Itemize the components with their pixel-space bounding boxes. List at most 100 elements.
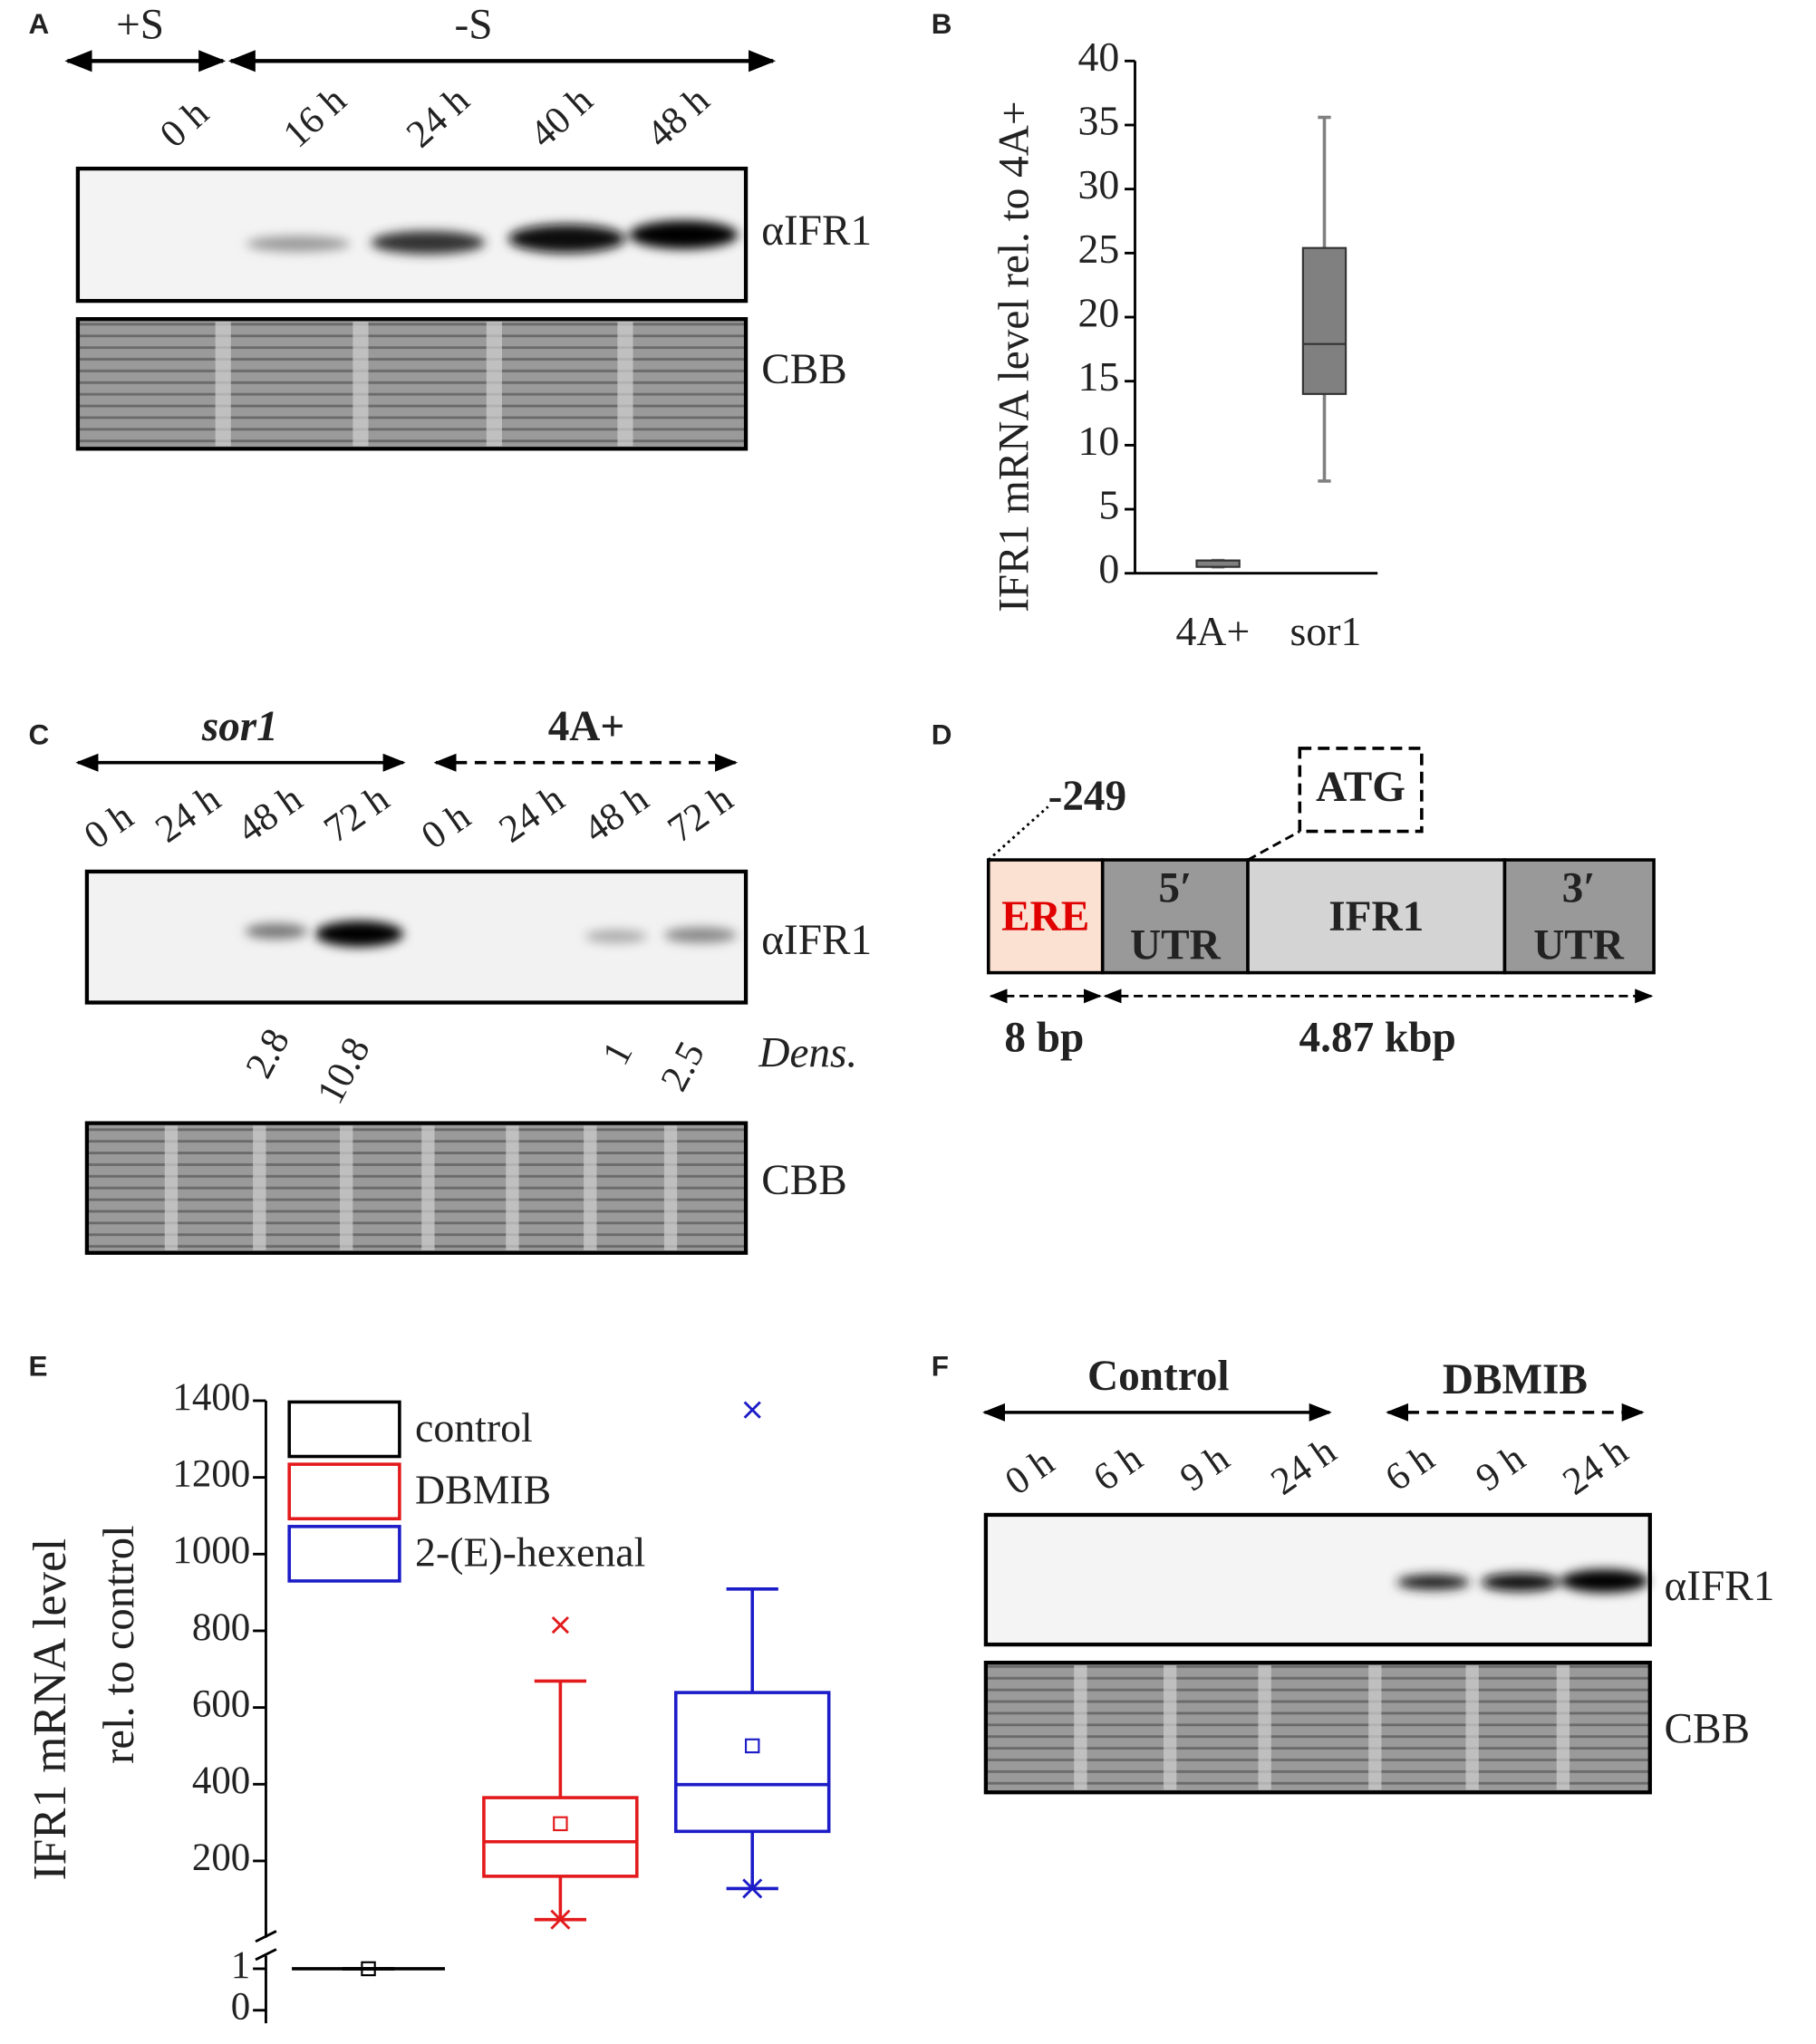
blot-label: CBB <box>761 1157 846 1204</box>
group-label: 4A+ <box>548 703 625 750</box>
panel-letter: E <box>28 1350 47 1383</box>
lane-label: 0 h <box>152 92 217 156</box>
gene-segment <box>986 858 1105 975</box>
mean-marker <box>744 1738 760 1754</box>
gene-segment <box>1502 858 1656 975</box>
atg-box <box>1298 747 1424 834</box>
legend-swatch <box>287 1525 401 1583</box>
lane-label: 72 h <box>316 777 397 852</box>
lane-label: 48 h <box>576 777 657 852</box>
cbb-gel <box>84 1121 749 1255</box>
segment-label: 3′ <box>1562 865 1596 912</box>
connector <box>1247 830 1300 862</box>
y-tick-label: 1200 <box>172 1452 250 1495</box>
panel-letter: D <box>932 718 952 750</box>
lane-label: 9 h <box>1469 1437 1533 1499</box>
lane-label: 0 h <box>998 1441 1062 1503</box>
lane-label: 6 h <box>1377 1437 1442 1499</box>
blot-label: αIFR1 <box>761 207 872 255</box>
panel-letter: F <box>932 1350 949 1383</box>
lane-label: 16 h <box>275 79 354 156</box>
y-axis-label: IFR1 mRNA level <box>24 1538 76 1881</box>
density-value: 10.8 <box>309 1031 379 1111</box>
y-tick-label: 600 <box>192 1682 250 1725</box>
y-tick-label: 800 <box>192 1606 250 1649</box>
lane-label: 40 h <box>522 79 601 156</box>
group-label: sor1 <box>201 703 278 750</box>
legend-swatch <box>287 1400 401 1459</box>
blot-label: CBB <box>761 346 846 393</box>
condition-label: +S <box>116 1 164 48</box>
mean-marker <box>553 1816 568 1832</box>
y-tick-label: 20 <box>1078 290 1120 336</box>
lane-label: 24 h <box>492 777 573 852</box>
legend-label: 2-(E)-hexenal <box>415 1528 645 1575</box>
lane-label: 24 h <box>148 777 228 852</box>
y-tick-label: 25 <box>1078 226 1120 272</box>
segment-label: UTR <box>1533 922 1625 969</box>
legend-swatch <box>287 1462 401 1521</box>
density-value: 2.5 <box>652 1035 713 1097</box>
y-tick-label: 40 <box>1078 34 1120 80</box>
panel-letter: A <box>28 7 49 40</box>
connector <box>987 805 1049 862</box>
length-label: 8 bp <box>1004 1014 1084 1061</box>
gene-segment <box>1100 858 1250 975</box>
segment-label: 5′ <box>1158 865 1192 912</box>
y-tick-label: 1000 <box>172 1529 250 1572</box>
axis-break <box>255 1930 277 1943</box>
group-label: Control <box>1087 1353 1230 1400</box>
y-tick-label: 0 <box>1098 545 1119 592</box>
x-tick-label: 4A+ <box>1175 608 1250 654</box>
y-tick-label: 30 <box>1078 161 1120 207</box>
outlier <box>551 1615 569 1634</box>
segment-label: ERE <box>1001 893 1089 940</box>
blot-label: CBB <box>1665 1705 1750 1752</box>
y-tick-label: 200 <box>192 1837 250 1879</box>
y-axis-label: IFR1 mRNA level rel. to 4A+ <box>991 101 1038 612</box>
blot <box>84 869 749 1005</box>
legend-label: control <box>415 1404 533 1451</box>
lane-label: 24 h <box>1263 1430 1344 1504</box>
mean-marker <box>361 1961 376 1977</box>
group-label: DBMIB <box>1443 1356 1588 1403</box>
blot <box>983 1512 1652 1647</box>
lane-label: 0 h <box>77 795 141 857</box>
outlier <box>743 1401 761 1419</box>
codon-label: ATG <box>1316 764 1405 811</box>
y-tick-label: 1400 <box>172 1376 250 1419</box>
outlier <box>740 1878 765 1899</box>
length-label: 4.87 kbp <box>1299 1014 1456 1061</box>
cbb-gel <box>75 317 749 451</box>
y-tick-label: 35 <box>1078 98 1120 144</box>
lane-label: 72 h <box>661 777 741 852</box>
axis-break <box>255 1948 277 1962</box>
lane-label: 0 h <box>414 795 478 857</box>
y-tick-label: 1 <box>231 1944 250 1987</box>
box <box>1301 246 1348 395</box>
lane-label: 9 h <box>1173 1437 1237 1499</box>
gene-segment <box>1246 858 1507 975</box>
x-tick-label: sor1 <box>1290 608 1361 654</box>
outlier <box>548 1909 573 1930</box>
lane-label: 24 h <box>399 79 478 156</box>
panel-letter: B <box>932 7 952 40</box>
position-label: -249 <box>1048 773 1127 820</box>
density-value: 2.8 <box>237 1022 298 1085</box>
lane-label: 48 h <box>230 777 311 852</box>
segment-label: UTR <box>1130 922 1222 969</box>
lane-label: 6 h <box>1086 1437 1150 1499</box>
lane-label: 48 h <box>639 79 718 156</box>
blot <box>75 166 749 304</box>
condition-label: -S <box>454 1 492 48</box>
y-tick-label: 10 <box>1078 418 1120 464</box>
y-axis-label: rel. to control <box>94 1525 143 1763</box>
segment-label: IFR1 <box>1328 893 1424 940</box>
blot-label: αIFR1 <box>1665 1563 1775 1610</box>
lane-label: 24 h <box>1555 1430 1636 1504</box>
y-tick-label: 0 <box>231 1986 250 2029</box>
blot-label: αIFR1 <box>761 917 872 964</box>
box <box>673 1691 831 1834</box>
